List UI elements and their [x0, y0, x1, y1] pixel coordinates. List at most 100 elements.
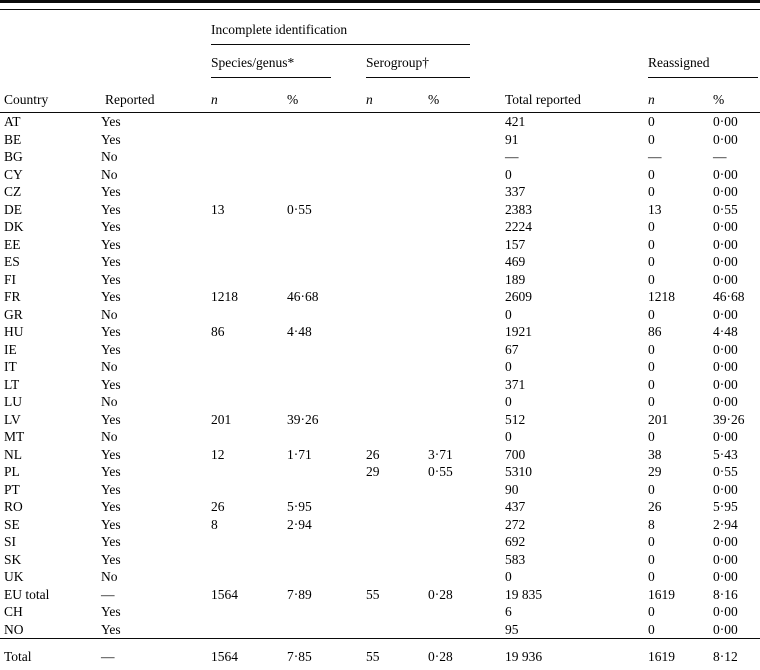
cell-species_genus_n [211, 603, 287, 621]
cell-reported: No [101, 429, 118, 444]
col-header-species-genus-pct: % [287, 78, 366, 113]
cell-species_genus_n: 8 [211, 516, 218, 532]
cell-species_genus_pct [287, 113, 366, 131]
cell-reported: Yes [101, 219, 121, 234]
cell-species_genus_pct [287, 463, 366, 481]
cell-serogroup_n [366, 411, 428, 429]
cell-serogroup_pct [428, 131, 505, 149]
cell-total_reported: 0 [505, 429, 512, 444]
cell-total_reported: 421 [505, 114, 526, 129]
table-row: RO Yes 26 5·95 437 26 5·95 [0, 498, 760, 516]
cell-serogroup_n [366, 481, 428, 499]
cell-serogroup_pct [428, 306, 505, 324]
cell-serogroup_n [366, 201, 428, 219]
col-header-country: Country [0, 78, 101, 113]
cell-species_genus_n [211, 113, 287, 131]
cell-species_genus_n: 26 [211, 499, 225, 514]
cell-total_reported: 437 [505, 499, 526, 514]
cell-reassigned_pct: 0·00 [713, 254, 738, 269]
table-row: AT Yes 421 0 0·00 [0, 113, 760, 131]
cell-country: LV [4, 411, 21, 427]
cell-serogroup_pct [428, 201, 505, 219]
column-header-row: Country Reported n % n % Total reported … [0, 78, 760, 113]
cell-species_genus_pct: 7·89 [287, 586, 312, 602]
table-row: BG No — — — [0, 148, 760, 166]
spacer-cell [505, 10, 760, 45]
cell-species_genus_pct [287, 236, 366, 254]
cell-country: PL [4, 464, 20, 479]
cell-reported: Yes [101, 341, 121, 357]
cell-reassigned_pct: 39·26 [713, 411, 745, 427]
cell-serogroup_n [366, 516, 428, 534]
cell-reassigned_pct: 0·00 [713, 184, 738, 199]
cell-reported: No [101, 149, 118, 164]
cell-reassigned_n: 0 [648, 219, 655, 234]
cell-species_genus_n [211, 481, 287, 499]
cell-reassigned_n: 0 [648, 621, 655, 637]
cell-serogroup_n [366, 568, 428, 586]
cell-serogroup_pct [428, 253, 505, 271]
cell-country: NO [4, 621, 24, 637]
cell-serogroup_n [366, 131, 428, 149]
cell-reassigned_n: 38 [648, 446, 662, 462]
cell-reassigned_pct: 0·00 [713, 569, 738, 584]
group-header-label: Reassigned [648, 55, 758, 78]
cell-country: UK [4, 569, 24, 584]
cell-reported: Yes [101, 324, 121, 339]
col-header-species-genus-n: n [211, 78, 287, 113]
cell-country: IE [4, 341, 17, 357]
cell-species_genus_pct: 4·48 [287, 324, 312, 339]
group-header-row-1: Incomplete identification [0, 10, 760, 45]
cell-country: CZ [4, 184, 22, 199]
table-row: CZ Yes 337 0 0·00 [0, 183, 760, 201]
cell-serogroup_n [366, 428, 428, 446]
total-cell-reassigned_pct: 8·12 [713, 638, 760, 670]
col-header-reported: Reported [101, 78, 211, 113]
cell-serogroup_n [366, 323, 428, 341]
cell-species_genus_n: 86 [211, 324, 225, 339]
cell-total_reported: 700 [505, 446, 526, 462]
cell-serogroup_pct: 3·71 [428, 446, 453, 462]
cell-species_genus_n [211, 358, 287, 376]
cell-reassigned_n: 26 [648, 499, 662, 514]
col-header-serogroup-n: n [366, 78, 428, 113]
cell-species_genus_pct [287, 271, 366, 289]
cell-reassigned_n: 0 [648, 534, 655, 549]
cell-serogroup_pct [428, 498, 505, 516]
cell-species_genus_pct: 46·68 [287, 289, 319, 304]
table-row: SK Yes 583 0 0·00 [0, 551, 760, 569]
cell-serogroup_pct [428, 236, 505, 254]
cell-total_reported: 0 [505, 359, 512, 374]
total-cell-species_genus_n: 1564 [211, 638, 287, 670]
cell-country: IT [4, 359, 17, 374]
cell-serogroup_n [366, 621, 428, 639]
cell-country: SK [4, 551, 22, 567]
spacer-cell [0, 10, 211, 45]
cell-serogroup_pct [428, 533, 505, 551]
col-header-total-reported: Total reported [505, 78, 648, 113]
cell-total_reported: 67 [505, 341, 519, 357]
table-row: LT Yes 371 0 0·00 [0, 376, 760, 394]
cell-serogroup_pct [428, 218, 505, 236]
cell-serogroup_pct [428, 603, 505, 621]
cell-reassigned_n: 0 [648, 131, 655, 147]
cell-country: DK [4, 219, 24, 234]
spacer-cell [505, 45, 648, 78]
cell-reassigned_n: 0 [648, 569, 655, 584]
table-row: SI Yes 692 0 0·00 [0, 533, 760, 551]
cell-species_genus_n [211, 341, 287, 359]
cell-species_genus_n [211, 621, 287, 639]
cell-total_reported: 0 [505, 306, 512, 322]
cell-reported: — [101, 586, 115, 602]
cell-species_genus_pct: 39·26 [287, 411, 319, 427]
cell-total_reported: 2609 [505, 289, 532, 304]
cell-reported: Yes [101, 271, 121, 287]
cell-species_genus_pct [287, 481, 366, 499]
cell-reported: Yes [101, 201, 121, 217]
cell-reported: No [101, 569, 118, 584]
cell-reassigned_pct: 0·00 [713, 359, 738, 374]
cell-reassigned_pct: 0·00 [713, 551, 738, 567]
cell-country: MT [4, 429, 25, 444]
cell-total_reported: 272 [505, 516, 526, 532]
cell-serogroup_n: 55 [366, 586, 380, 602]
